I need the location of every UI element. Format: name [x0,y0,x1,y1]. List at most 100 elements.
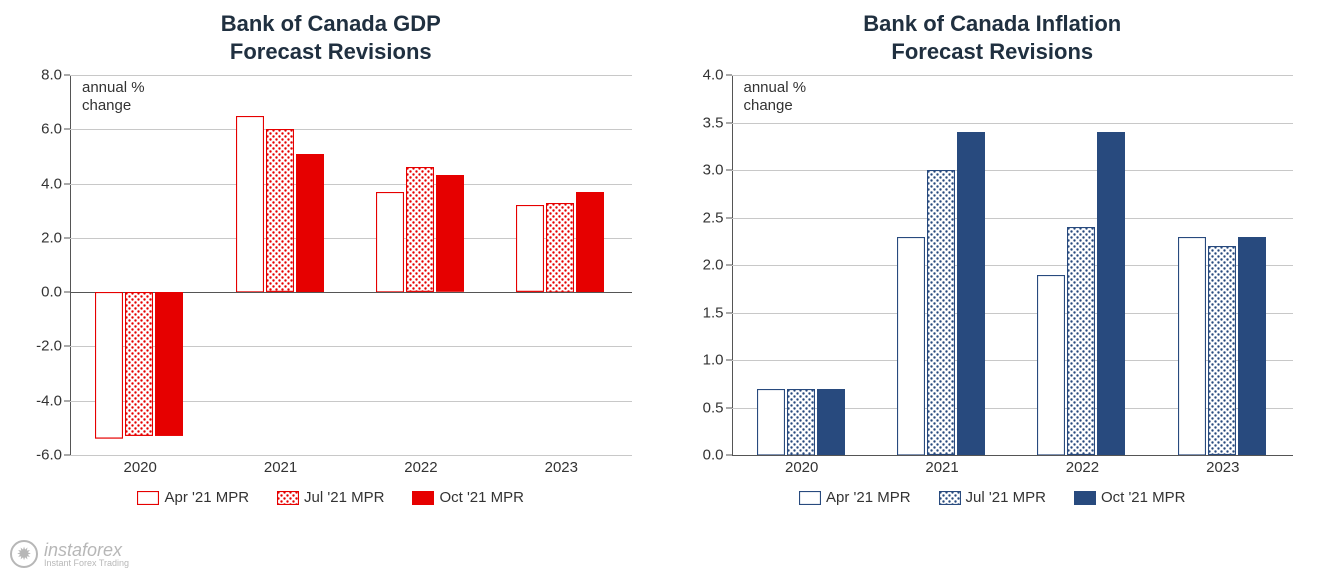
y-tick-label: 2.0 [41,229,62,246]
legend-item: Jul '21 MPR [277,489,384,506]
y-tick-label: 0.5 [703,399,724,416]
y-tick-mark [64,183,70,184]
bar [817,389,845,456]
y-tick-label: 4.0 [703,67,724,84]
gdp-chart-panel: Bank of Canada GDP Forecast Revisions -6… [0,0,662,578]
legend-label: Apr '21 MPR [164,489,249,506]
y-tick-label: 2.0 [703,257,724,274]
bar-group [1037,75,1127,455]
y-tick-mark [726,170,732,171]
watermark: ✹ instaforex Instant Forex Trading [10,540,129,568]
y-tick-mark [726,360,732,361]
y-tick-mark [64,75,70,76]
bar [897,237,925,456]
inflation-x-labels: 2020 2021 2022 2023 [732,455,1294,481]
legend-swatch-icon [277,491,299,505]
legend-item: Apr '21 MPR [137,489,249,506]
legend-swatch-icon [1074,491,1096,505]
bar [927,170,955,455]
y-tick-label: -4.0 [36,392,62,409]
bar [236,116,264,292]
gdp-chart-title: Bank of Canada GDP Forecast Revisions [20,10,642,65]
legend-item: Oct '21 MPR [412,489,524,506]
y-tick-label: 0.0 [703,447,724,464]
legend-swatch-icon [799,491,821,505]
legend-label: Oct '21 MPR [439,489,524,506]
legend-swatch-icon [412,491,434,505]
x-tick-label: 2023 [545,459,578,476]
legend-label: Jul '21 MPR [304,489,384,506]
inflation-chart-panel: Bank of Canada Inflation Forecast Revisi… [662,0,1323,578]
y-tick-label: -6.0 [36,447,62,464]
y-tick-mark [64,129,70,130]
bar-group [376,75,466,455]
watermark-logo-icon: ✹ [10,540,38,568]
y-tick-label: 4.0 [41,175,62,192]
bar [1037,275,1065,456]
gdp-x-labels: 2020 2021 2022 2023 [70,455,632,481]
x-tick-label: 2020 [124,459,157,476]
chart-title-line2: Forecast Revisions [891,39,1093,64]
legend-item: Jul '21 MPR [939,489,1046,506]
bar [757,389,785,456]
inflation-legend: Apr '21 MPR Jul '21 MPR Oct '21 MPR [682,489,1304,506]
y-tick-label: 1.0 [703,352,724,369]
bar [296,154,324,292]
gdp-plot-area: -6.0-4.0-2.00.02.04.06.08.0annual %chang… [70,75,632,455]
legend-label: Oct '21 MPR [1101,489,1186,506]
y-tick-mark [64,400,70,401]
bar [546,203,574,293]
x-tick-label: 2023 [1206,459,1239,476]
y-tick-mark [726,265,732,266]
bar [125,292,153,436]
y-tick-label: 0.0 [41,284,62,301]
legend-item: Apr '21 MPR [799,489,911,506]
x-tick-label: 2021 [264,459,297,476]
bar [155,292,183,436]
y-tick-mark [726,407,732,408]
bar [516,205,544,292]
bar [95,292,123,439]
legend-label: Jul '21 MPR [966,489,1046,506]
bar [376,192,404,292]
watermark-sub: Instant Forex Trading [44,559,129,568]
bar-group [516,75,606,455]
y-tick-mark [726,312,732,313]
chart-title-line2: Forecast Revisions [230,39,432,64]
legend-item: Oct '21 MPR [1074,489,1186,506]
y-tick-label: 3.0 [703,162,724,179]
y-tick-label: -2.0 [36,338,62,355]
chart-title-line1: Bank of Canada Inflation [863,11,1121,36]
x-tick-label: 2022 [404,459,437,476]
inflation-plot-area: 0.00.51.01.52.02.53.03.54.0annual %chang… [732,75,1294,455]
bar [957,132,985,455]
y-tick-label: 6.0 [41,121,62,138]
watermark-main: instaforex [44,541,129,559]
y-tick-mark [726,75,732,76]
y-tick-mark [726,217,732,218]
legend-label: Apr '21 MPR [826,489,911,506]
bar [406,167,434,292]
bar [436,175,464,292]
bar [1178,237,1206,456]
bar-group [1178,75,1268,455]
y-tick-label: 2.5 [703,209,724,226]
y-tick-label: 1.5 [703,304,724,321]
legend-swatch-icon [939,491,961,505]
bar [1238,237,1266,456]
bar-group [95,75,185,455]
x-tick-label: 2021 [925,459,958,476]
bar-group [897,75,987,455]
x-tick-label: 2020 [785,459,818,476]
bar [1208,246,1236,455]
bar-group [757,75,847,455]
legend-swatch-icon [137,491,159,505]
bar [1067,227,1095,455]
x-tick-label: 2022 [1066,459,1099,476]
y-tick-mark [64,237,70,238]
gdp-legend: Apr '21 MPR Jul '21 MPR Oct '21 MPR [20,489,642,506]
y-tick-label: 8.0 [41,67,62,84]
bar-group [236,75,326,455]
inflation-chart-title: Bank of Canada Inflation Forecast Revisi… [682,10,1304,65]
chart-title-line1: Bank of Canada GDP [221,11,441,36]
